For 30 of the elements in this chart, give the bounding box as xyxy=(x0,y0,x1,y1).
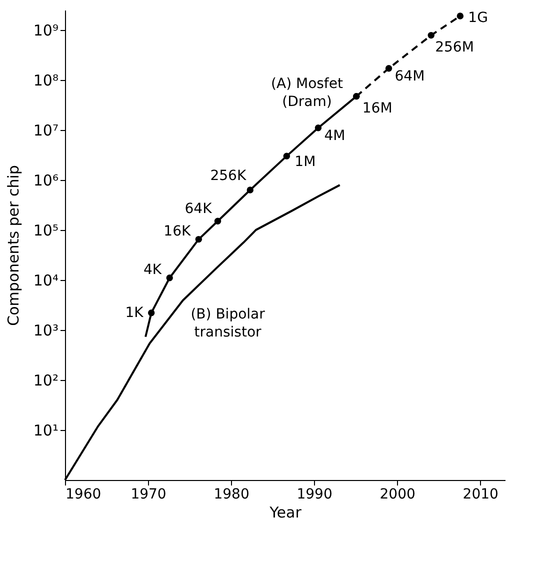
x-axis-title: Year xyxy=(268,504,302,522)
annotation: 1M xyxy=(294,154,316,170)
y-tick-label: 10² xyxy=(33,371,58,390)
annotation: 16M xyxy=(362,100,392,116)
x-tick-label: 1980 xyxy=(214,486,250,502)
annotation: 256M xyxy=(435,39,474,56)
x-tick-label: 1970 xyxy=(130,486,166,502)
x-tick-label: 1990 xyxy=(296,486,332,502)
annotation: 64K xyxy=(184,201,213,218)
annotation: (A) Mosfet (Dram) xyxy=(271,76,344,110)
y-tick-label: 10⁸ xyxy=(33,71,58,90)
y-tick-label: 10⁶ xyxy=(33,171,58,190)
y-tick-label: 10³ xyxy=(33,321,58,340)
annotation: 256K xyxy=(210,168,247,184)
y-tick-label: 10⁹ xyxy=(33,21,58,40)
y-tick-label: 10⁷ xyxy=(33,121,58,140)
y-axis-title: Components per chip xyxy=(4,165,22,326)
annotation: 64M xyxy=(394,68,425,84)
annotation: 16K xyxy=(164,223,192,240)
y-tick-label: 10¹ xyxy=(33,421,58,440)
annotation: 1K xyxy=(125,304,144,321)
annotation: 1G xyxy=(468,10,488,26)
y-tick-label: 10⁵ xyxy=(33,221,58,240)
x-tick-label: 2010 xyxy=(462,486,498,502)
x-tick-label: 1960 xyxy=(66,486,102,502)
x-tick-label: 2000 xyxy=(380,486,416,502)
annotation: 4M xyxy=(324,128,346,144)
annotation: 4K xyxy=(144,262,162,278)
y-tick-label: 10⁴ xyxy=(33,271,58,290)
annotation: (B) Bipolar transistor xyxy=(190,306,266,341)
